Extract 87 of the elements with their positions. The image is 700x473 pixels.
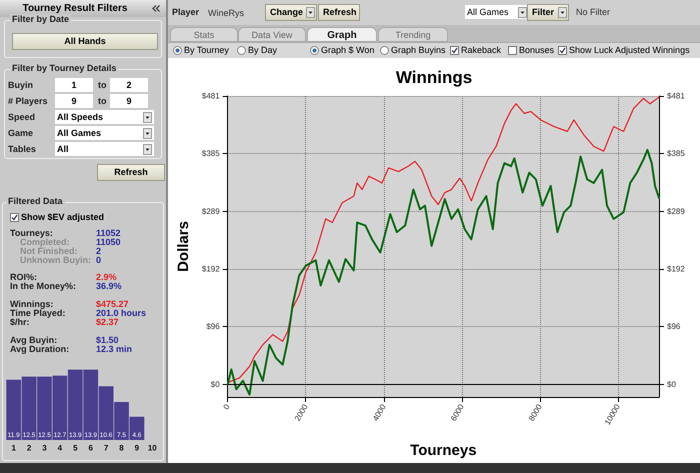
text: 11050 — [96, 237, 121, 248]
text: All — [55, 142, 154, 156]
x-tick-label: 2 — [26, 444, 32, 452]
x-tick-label: 5 — [73, 444, 78, 452]
text: Graph Buyins — [391, 45, 446, 56]
x-axis-title: Tourneys — [410, 442, 477, 459]
x-tick-label: 8 — [119, 444, 124, 452]
y2-tick-label: $481 — [667, 92, 686, 100]
y-tick-label: $0 — [210, 380, 220, 389]
text: All Games — [55, 126, 154, 140]
text: Graph $ Won — [321, 45, 374, 56]
text: Time Played: — [10, 308, 66, 318]
text: Refresh — [318, 4, 360, 21]
y2-tick-label: $96 — [667, 322, 681, 332]
text: WineRys — [208, 8, 244, 19]
x-tick-label: 9 — [134, 444, 140, 452]
text: Avg Buyin: — [10, 335, 58, 346]
text: Avg Duration: — [10, 344, 70, 355]
text: $2.37 — [96, 317, 119, 328]
text: Graph — [307, 27, 377, 42]
text: # Players — [8, 96, 48, 107]
text: Speed — [8, 112, 36, 123]
y-axis-title: Dollars — [175, 221, 192, 272]
text: Tables — [8, 144, 36, 155]
y-tick-label: $385 — [202, 149, 220, 158]
text: Change — [265, 4, 317, 21]
text: 9 — [55, 94, 93, 108]
text: In the Money%: — [10, 281, 76, 292]
x-tick-label: 4 — [58, 444, 63, 452]
text: Game — [8, 128, 34, 139]
text: ROI%: — [10, 272, 37, 282]
text: to — [98, 96, 106, 107]
text: 36.9% — [96, 281, 122, 292]
text: By Tourney — [184, 45, 229, 56]
text: Unknown Buyin: — [20, 255, 91, 266]
y2-tick-label: $289 — [667, 206, 686, 216]
text: Refresh — [97, 164, 165, 181]
y2-tick-label: $192 — [667, 264, 686, 274]
text: 9 — [110, 94, 148, 108]
text: 1 — [55, 78, 93, 92]
text: 12.3 min — [96, 344, 132, 355]
chart-title: Winnings — [396, 68, 472, 87]
text: Tourney Result Filters — [22, 3, 128, 14]
text: All Games — [465, 5, 529, 19]
y-tick-label: $192 — [202, 264, 220, 274]
text: By Day — [248, 45, 278, 56]
text: Show Luck Adjusted Winnings — [569, 45, 690, 56]
y-tick-label: $481 — [202, 92, 220, 100]
text: 2.9% — [96, 272, 117, 282]
text: No Filter — [576, 7, 610, 18]
text: to — [98, 80, 106, 91]
text: Winnings: — [10, 299, 54, 310]
text: Show $EV adjusted — [21, 212, 104, 223]
y-tick-label: $289 — [202, 206, 220, 216]
text: Bonuses — [519, 45, 554, 56]
text: Data View — [238, 27, 306, 42]
text: Player — [172, 7, 200, 18]
x-tick-label: 7 — [104, 444, 109, 452]
x-tick-label: 6 — [88, 444, 94, 452]
text: Stats — [170, 27, 238, 42]
text: 0 — [96, 255, 102, 266]
text: Buyin — [8, 80, 34, 91]
text: 2 — [96, 246, 102, 256]
text: Completed: — [20, 237, 70, 248]
text: Rakeback — [461, 45, 502, 56]
x-tick-label: 0 — [222, 402, 232, 412]
text: Trending — [378, 27, 448, 42]
text: Filter by Date — [10, 14, 72, 25]
x-tick-label: 3 — [42, 444, 48, 452]
text: 201.0 hours — [96, 308, 146, 318]
text: Filtered Data — [6, 196, 65, 207]
text: $/hr: — [10, 317, 30, 328]
x-tick-label: 10 — [148, 444, 158, 452]
y2-tick-label: $0 — [667, 380, 676, 389]
text: $1.50 — [96, 335, 119, 346]
y2-tick-label: $385 — [667, 149, 686, 158]
text: Filter by Tourney Details — [10, 63, 118, 74]
x-tick-label: 1 — [11, 444, 16, 452]
text: 2 — [110, 78, 148, 92]
text: Not Finished: — [20, 246, 78, 256]
text: Tourneys: — [10, 228, 53, 238]
text: All Hands — [12, 33, 158, 50]
text: $475.27 — [96, 299, 129, 310]
text: 11052 — [96, 228, 121, 238]
y-tick-label: $96 — [206, 322, 220, 332]
text: All Speeds — [55, 110, 154, 124]
text: Filter — [527, 4, 569, 21]
